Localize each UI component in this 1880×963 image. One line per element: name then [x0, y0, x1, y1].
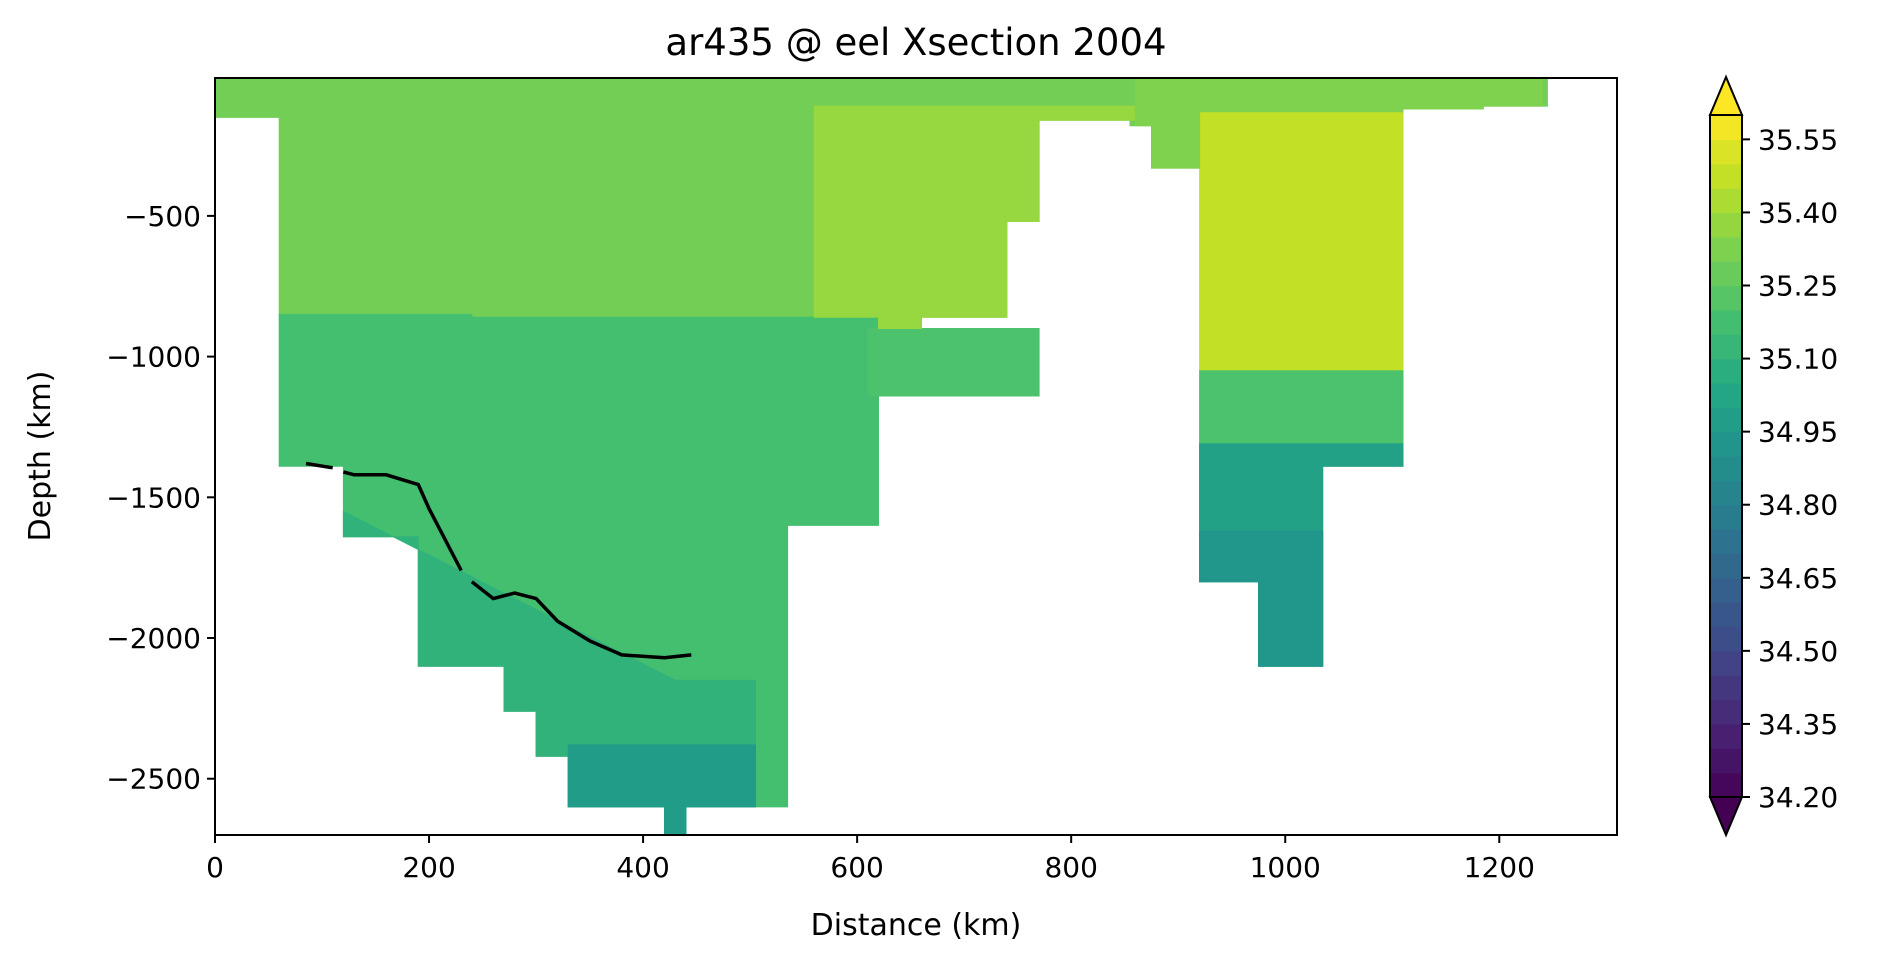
contour-line: [305, 461, 333, 470]
colorbar-band: [1710, 553, 1742, 579]
colorbar-tick-label: 34.50: [1758, 635, 1838, 668]
x-tick-label: 1200: [1464, 851, 1535, 884]
colorbar-band: [1710, 431, 1742, 457]
colorbar-band: [1710, 626, 1742, 652]
colorbar-tick-label: 34.65: [1758, 562, 1838, 595]
colorbar-band: [1710, 772, 1742, 798]
y-axis: −500 −1000 −1500 −2000 −2500: [106, 200, 215, 796]
colorbar-tick-label: 35.40: [1758, 196, 1838, 229]
colorbar-band: [1710, 382, 1742, 408]
x-tick-label: 400: [616, 851, 669, 884]
colorbar-band: [1710, 699, 1742, 725]
colorbar-band: [1710, 456, 1742, 481]
salinity-region: [1199, 111, 1404, 372]
colorbar: [1708, 74, 1744, 838]
salinity-region: [867, 328, 1040, 397]
colorbar-band: [1710, 748, 1742, 774]
colorbar-band: [1710, 602, 1742, 628]
colorbar-band: [1710, 529, 1742, 555]
plot-frame: [214, 77, 1618, 836]
x-tick-label: 600: [830, 851, 883, 884]
colorbar-band: [1710, 115, 1742, 140]
y-tick-label: −500: [124, 200, 201, 233]
colorbar-band: [1710, 504, 1742, 530]
contour-layer: [305, 461, 692, 660]
chart-title: ar435 @ eel Xsection 2004: [665, 21, 1166, 64]
contour-line: [342, 470, 463, 572]
salinity-region: [1134, 78, 1543, 169]
colorbar-band: [1710, 236, 1742, 262]
colorbar-tick-label: 34.20: [1758, 781, 1838, 814]
colorbar-tick-label: 35.10: [1758, 343, 1838, 376]
colorbar-band: [1710, 334, 1742, 360]
colorbar-band: [1710, 188, 1742, 214]
y-tick-label: −2500: [106, 763, 201, 796]
colorbar-band: [1710, 212, 1742, 238]
x-tick-label: 800: [1044, 851, 1097, 884]
colorbar-tick-label: 34.95: [1758, 416, 1838, 449]
colorbar-band: [1710, 139, 1742, 165]
colorbar-tick-label: 34.80: [1758, 489, 1838, 522]
salinity-region: [567, 744, 756, 835]
colorbar-band: [1710, 358, 1742, 384]
x-tick-label: 0: [206, 851, 224, 884]
y-axis-label: Depth (km): [23, 371, 58, 542]
colorbar-extend-min: [1708, 796, 1744, 838]
colorbar-band: [1710, 577, 1742, 603]
colorbar-ticks: 34.20 34.35 34.50 34.65 34.80 34.95 35.10 35.25…: [1742, 123, 1838, 814]
colorbar-tick-label: 34.35: [1758, 708, 1838, 741]
x-axis-label: Distance (km): [811, 908, 1022, 943]
plot-area: [215, 78, 1548, 835]
colorbar-band: [1710, 675, 1742, 701]
colorbar-tick-label: 35.25: [1758, 270, 1838, 303]
colorbar-band: [1710, 285, 1742, 311]
x-tick-label: 200: [402, 851, 455, 884]
colorbar-band: [1710, 723, 1742, 749]
colorbar-band: [1710, 309, 1742, 335]
y-tick-label: −1500: [106, 481, 201, 514]
colorbar-tick-label: 35.55: [1758, 123, 1838, 156]
colorbar-band: [1710, 261, 1742, 287]
y-tick-label: −2000: [106, 622, 201, 655]
colorbar-band: [1710, 650, 1742, 676]
contour-line: [470, 580, 692, 660]
x-axis: 0 200 400 600 800 1000 1200: [206, 835, 1535, 884]
salinity-region: [1199, 530, 1324, 667]
y-tick-label: −1000: [106, 341, 201, 374]
x-tick-label: 1000: [1250, 851, 1321, 884]
colorbar-frame: [1709, 114, 1743, 798]
salinity-region: [813, 105, 1136, 329]
colorbar-band: [1710, 407, 1742, 433]
colorbar-extend-max: [1708, 74, 1744, 116]
colorbar-band: [1710, 163, 1742, 189]
colorbar-band: [1710, 480, 1742, 506]
